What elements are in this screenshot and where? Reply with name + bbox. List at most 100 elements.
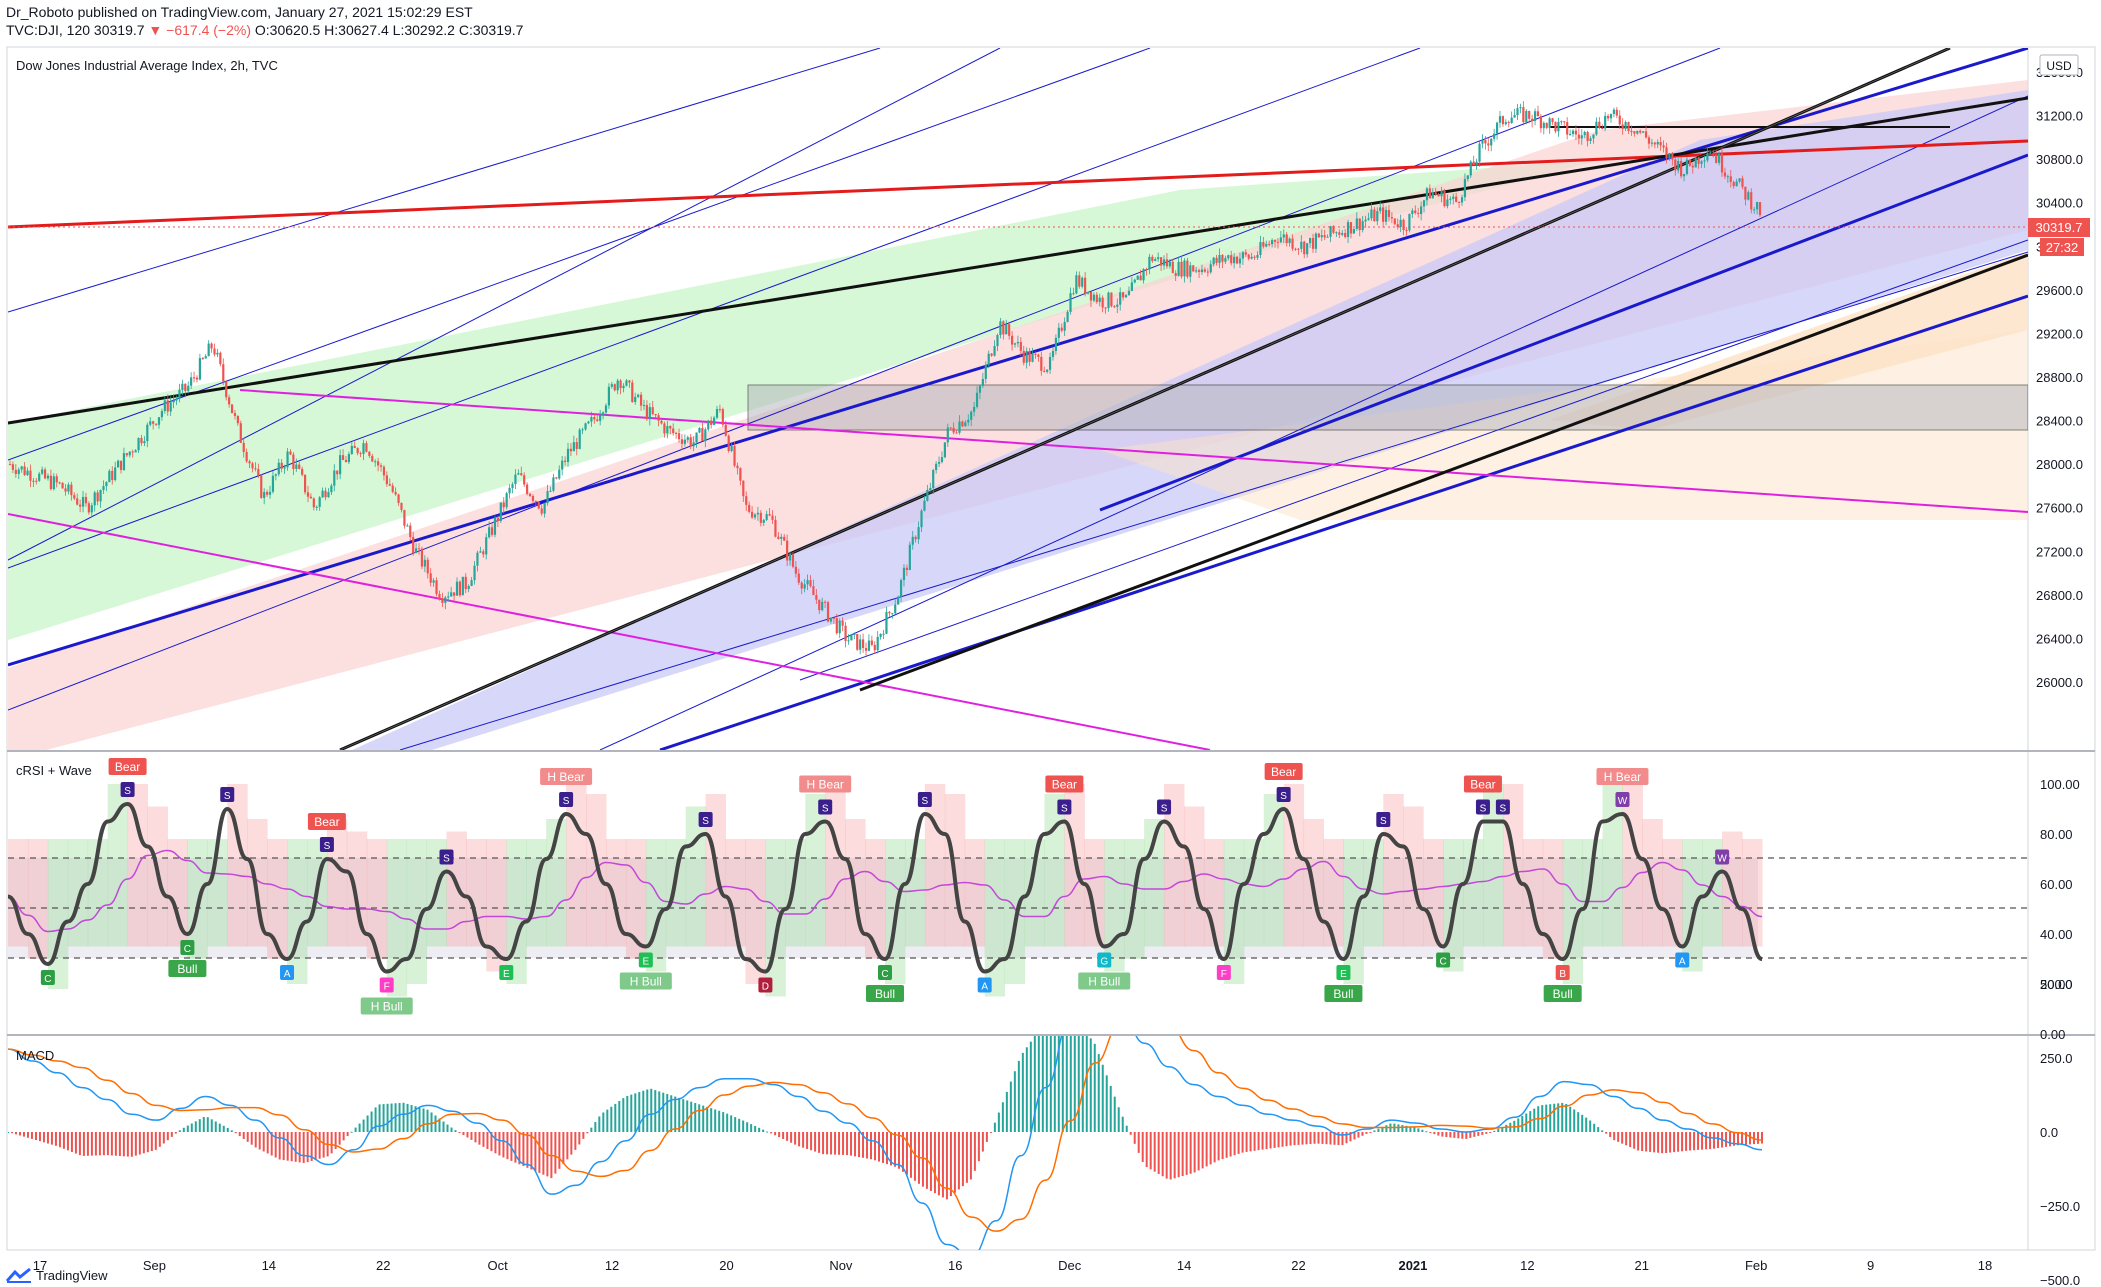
candle-body (1051, 351, 1055, 357)
candle-body (1741, 178, 1744, 187)
bull-signal-label (168, 960, 207, 977)
candle-body (1335, 232, 1338, 234)
macd-histogram-bar (1701, 1132, 1704, 1150)
candle-body (1420, 206, 1423, 215)
macd-histogram-bar (54, 1132, 57, 1146)
candle-body (531, 495, 535, 502)
crsi-band (1702, 839, 1723, 947)
candle-body (286, 451, 289, 468)
macd-histogram-bar (1413, 1127, 1416, 1132)
candle-body (578, 429, 581, 449)
candle-body (1569, 134, 1572, 136)
candle-body (1233, 256, 1236, 264)
candle-body (201, 358, 204, 360)
candle-body (207, 343, 210, 357)
candle-body (990, 353, 993, 356)
last-price-label: 30319.7 27:32 (2028, 218, 2090, 256)
macd-histogram-bar (1549, 1104, 1552, 1132)
macd-histogram-bar (22, 1132, 25, 1137)
macd-histogram-bar (1141, 1132, 1144, 1162)
candle-body (1168, 261, 1171, 267)
candle-body (566, 448, 570, 462)
candle-body (1712, 153, 1715, 155)
candle-body (1384, 209, 1388, 222)
candle-body (502, 502, 505, 508)
price-axis[interactable]: 31600.031200.030800.030400.030000.029600… (2036, 65, 2083, 690)
candle-body (1139, 275, 1142, 281)
candle-body (575, 442, 578, 449)
macd-histogram-bar (953, 1132, 956, 1193)
candle-body (1691, 165, 1694, 168)
macd-histogram-bar (662, 1092, 665, 1132)
price-tick-label: 28400.0 (2036, 414, 2083, 429)
candle-body (394, 491, 397, 495)
macd-histogram-bar (1201, 1132, 1204, 1169)
macd-histogram-bar (834, 1132, 837, 1155)
candle-body (832, 617, 835, 619)
bear-signal-label (799, 775, 852, 793)
candle-body (1744, 186, 1747, 200)
price-tick-label: 26000.0 (2036, 675, 2083, 690)
candle-body (1078, 275, 1081, 287)
signal-letter-text: S (1380, 816, 1387, 827)
macd-histogram-bar (798, 1132, 801, 1147)
candle-body (23, 466, 26, 476)
crsi-axis[interactable]: 100.00 80.00 60.00 40.00 20.00 0.00 (2040, 777, 2080, 1042)
candle-body (391, 485, 394, 492)
macd-histogram-bar (790, 1132, 793, 1143)
candle-body (32, 480, 35, 482)
crsi-band (1662, 839, 1683, 947)
candle-body (1653, 142, 1656, 145)
candle-body (1446, 199, 1449, 207)
macd-histogram-bar (997, 1112, 1000, 1132)
macd-histogram-bar (770, 1132, 773, 1134)
macd-histogram-bar (1321, 1132, 1324, 1144)
price-tick-label: 26400.0 (2036, 631, 2083, 646)
macd-histogram-bar (754, 1125, 757, 1132)
candle-body (1647, 137, 1651, 144)
candle-body (417, 548, 421, 550)
candle-body (1072, 293, 1075, 295)
candle-body (876, 636, 879, 651)
macd-histogram-bar (1045, 1036, 1048, 1132)
macd-histogram-bar (146, 1132, 149, 1153)
candle-body (1457, 201, 1461, 203)
macd-histogram-bar (14, 1132, 17, 1135)
candle-body (1326, 236, 1329, 238)
macd-axis[interactable]: 500.0 250.0 0.0 −250.0 −500.0 (2040, 977, 2080, 1287)
candle-body (540, 508, 543, 514)
macd-histogram-bar (1337, 1132, 1340, 1146)
candle-body (1165, 259, 1169, 267)
candle-body (1086, 291, 1090, 294)
macd-histogram-bar (1429, 1132, 1432, 1133)
macd-histogram-bar (746, 1122, 749, 1132)
candle-body (175, 398, 178, 401)
candle-body (549, 490, 552, 492)
candle-body (911, 536, 914, 545)
candle-body (81, 496, 85, 507)
macd-histogram-bar (1233, 1132, 1236, 1156)
macd-histogram-bar (1317, 1132, 1320, 1144)
candle-body (1253, 256, 1256, 258)
candle-body (937, 461, 941, 464)
candle-body (1206, 271, 1209, 273)
macd-histogram-bar (470, 1132, 473, 1140)
candle-body (268, 491, 272, 495)
macd-histogram-bar (522, 1132, 525, 1167)
signal-letter-text: A (284, 969, 291, 980)
candle-body (1311, 238, 1315, 249)
crsi-band (287, 839, 308, 984)
candle-body (1344, 232, 1347, 237)
macd-histogram-bar (650, 1088, 653, 1132)
macd-histogram-bar (1601, 1130, 1604, 1132)
macd-histogram-bar (162, 1132, 165, 1144)
macd-histogram-bar (718, 1110, 721, 1132)
macd-histogram-bar (1641, 1132, 1644, 1152)
candle-body (406, 525, 409, 527)
time-axis[interactable]: 17 Sep 14 22 Oct 12 20 Nov 16 Dec 14 22 2021 12 21 Feb 9… (33, 1258, 1992, 1273)
candle-body (993, 346, 996, 356)
candle-body (1376, 211, 1379, 222)
candle-body (1095, 294, 1098, 302)
candle-body (131, 451, 134, 453)
